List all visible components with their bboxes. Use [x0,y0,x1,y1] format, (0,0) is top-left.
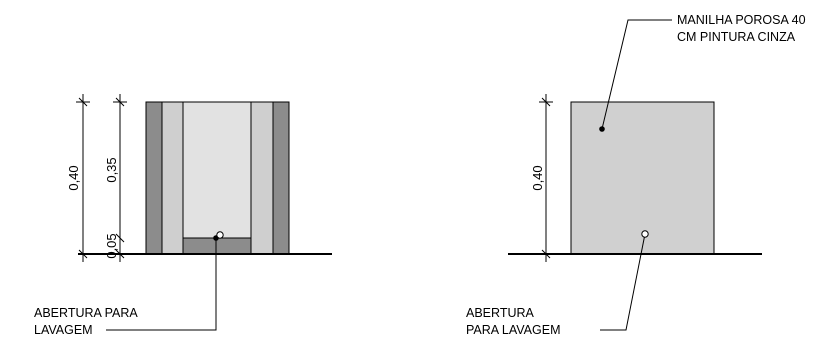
pipe-leader [601,19,672,130]
section-core [182,101,252,239]
dim-inner-value: 0,35 [104,157,119,182]
section-view: 0,40 0,35 0,05 ABERTURA PARA LAVAGEM [34,94,332,337]
section-inner-wall-right [250,101,274,255]
pipe-label-1: MANILHA POROSA 40 [677,13,806,27]
dim-outer-value: 0,40 [66,165,81,190]
pipe-leader-dot [599,126,605,132]
section-inner-wall-left [161,101,184,255]
elevation-view: 0,40 MANILHA POROSA 40 CM PINTURA CINZA … [466,13,806,337]
elevation-opening-label-2: PARA LAVAGEM [466,323,560,337]
elevation-opening-label-1: ABERTURA [466,306,535,320]
elev-dim-tick-bottom [541,249,551,259]
elevation-opening-leader [600,233,646,331]
dim-outer-tick-bottom [78,249,88,259]
elevation-pipe-body [570,101,715,255]
section-opening-leader [106,238,217,331]
dim-inner-tick-bottom [115,249,125,259]
section-outer-wall-right [272,101,290,255]
dim-base-value: 0,05 [104,233,119,258]
elev-dim-value: 0,40 [530,165,545,190]
section-opening-label-1: ABERTURA PARA [34,306,138,320]
pipe-label-2: CM PINTURA CINZA [677,30,796,44]
dim-inner-tick-mid [115,233,125,243]
elevation-opening-hole [641,230,649,238]
section-outer-wall-left [145,101,163,255]
section-opening-label-2: LAVAGEM [34,323,93,337]
section-opening-hole [216,231,224,239]
